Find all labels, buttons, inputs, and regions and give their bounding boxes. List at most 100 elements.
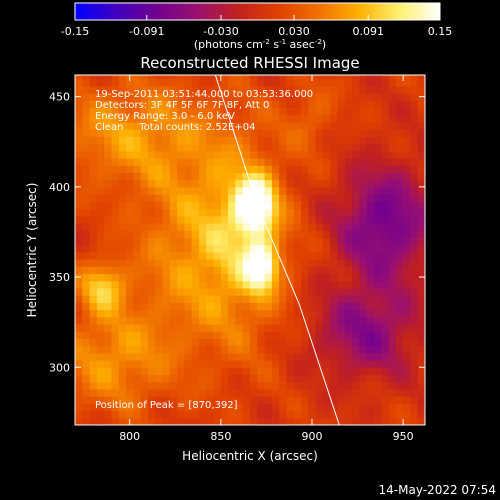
heatmap-cell [417, 172, 425, 181]
heatmap-cell [293, 143, 302, 152]
heatmap-cell [118, 266, 127, 275]
heatmap-cell [315, 331, 324, 340]
heatmap-cell [235, 374, 244, 383]
heatmap-cell [228, 316, 237, 325]
heatmap-cell [395, 403, 404, 412]
heatmap-cell [352, 287, 360, 296]
heatmap-cell [344, 309, 353, 318]
heatmap-cell [96, 157, 105, 166]
heatmap-cell [417, 107, 425, 116]
heatmap-cell [235, 259, 244, 267]
heatmap-cell [293, 150, 302, 159]
heatmap-cell [235, 129, 244, 137]
heatmap-cell [330, 396, 339, 404]
heatmap-cell [322, 259, 331, 267]
heatmap-cell [410, 136, 419, 145]
heatmap-cell [293, 114, 302, 123]
heatmap-cell [184, 114, 193, 123]
heatmap-cell [162, 316, 171, 325]
heatmap-cell [82, 222, 91, 231]
heatmap-cell [242, 201, 251, 210]
heatmap-cell [147, 107, 156, 116]
heatmap-cell [118, 244, 127, 253]
heatmap-cell [250, 360, 258, 368]
heatmap-cell [118, 136, 127, 145]
heatmap-cell [337, 100, 346, 109]
heatmap-cell [126, 273, 134, 282]
heatmap-cell [337, 93, 346, 101]
heatmap-cell [330, 75, 339, 80]
heatmap-cell [410, 280, 419, 289]
heatmap-cell [381, 230, 390, 238]
heatmap-cell [242, 323, 251, 332]
heatmap-cell [155, 237, 164, 246]
heatmap-cell [89, 107, 98, 116]
heatmap-cell [169, 107, 178, 116]
heatmap-cell [410, 417, 419, 425]
heatmap-cell [220, 396, 229, 404]
heatmap-cell [147, 410, 156, 419]
heatmap-cell [373, 121, 382, 130]
heatmap-cell [337, 251, 346, 260]
heatmap-cell [184, 107, 193, 116]
heatmap-cell [206, 331, 215, 340]
heatmap-cell [381, 251, 390, 260]
heatmap-cell [96, 251, 105, 260]
heatmap-cell [104, 388, 113, 397]
heatmap-cell [96, 230, 105, 238]
heatmap-cell [104, 194, 113, 202]
heatmap-cell [388, 345, 397, 354]
heatmap-cell [147, 323, 156, 332]
heatmap-cell [271, 208, 280, 217]
heatmap-cell [111, 107, 120, 116]
heatmap-cell [395, 360, 404, 368]
heatmap-cell [388, 107, 397, 116]
heatmap-cell [330, 331, 339, 340]
heatmap-cell [366, 215, 375, 224]
heatmap-cell [206, 150, 215, 159]
heatmap-cell [344, 266, 353, 275]
heatmap-cell [235, 273, 244, 282]
heatmap-cell [126, 309, 134, 318]
heatmap-cell [366, 417, 375, 425]
heatmap-cell [184, 100, 193, 109]
heatmap-cell [140, 323, 149, 332]
heatmap-cell [250, 208, 258, 217]
heatmap-cell [140, 215, 149, 224]
heatmap-cell [417, 323, 425, 332]
heatmap-cell [147, 172, 156, 181]
heatmap-cell [235, 367, 244, 376]
heatmap-cell [96, 93, 105, 101]
heatmap-cell [366, 338, 375, 347]
heatmap-cell [118, 352, 127, 361]
heatmap-cell [264, 280, 273, 289]
peak-position: Position of Peak = [870,392] [95, 400, 238, 411]
heatmap-cell [388, 150, 397, 159]
heatmap-cell [417, 396, 425, 404]
heatmap-cell [308, 309, 317, 318]
heatmap-cell [373, 381, 382, 390]
heatmap-cell [191, 150, 200, 159]
heatmap-cell [235, 194, 244, 202]
heatmap-cell [191, 121, 200, 130]
heatmap-cell [82, 215, 91, 224]
heatmap-cell [228, 194, 237, 202]
heatmap-cell [206, 367, 215, 376]
heatmap-cell [155, 230, 164, 238]
heatmap-cell [381, 157, 390, 166]
heatmap-cell [250, 165, 258, 174]
heatmap-cell [89, 388, 98, 397]
heatmap-cell [250, 273, 258, 282]
heatmap-cell [228, 273, 237, 282]
heatmap-cell [111, 367, 120, 376]
heatmap-cell [126, 251, 134, 260]
heatmap-cell [279, 179, 288, 188]
heatmap-cell [301, 417, 309, 425]
heatmap-cell [96, 309, 105, 318]
heatmap-cell [403, 107, 412, 116]
heatmap-cell [373, 273, 382, 282]
heatmap-cell [315, 136, 324, 145]
heatmap-cell [184, 266, 193, 275]
heatmap-cell [403, 367, 412, 376]
heatmap-cell [293, 244, 302, 253]
